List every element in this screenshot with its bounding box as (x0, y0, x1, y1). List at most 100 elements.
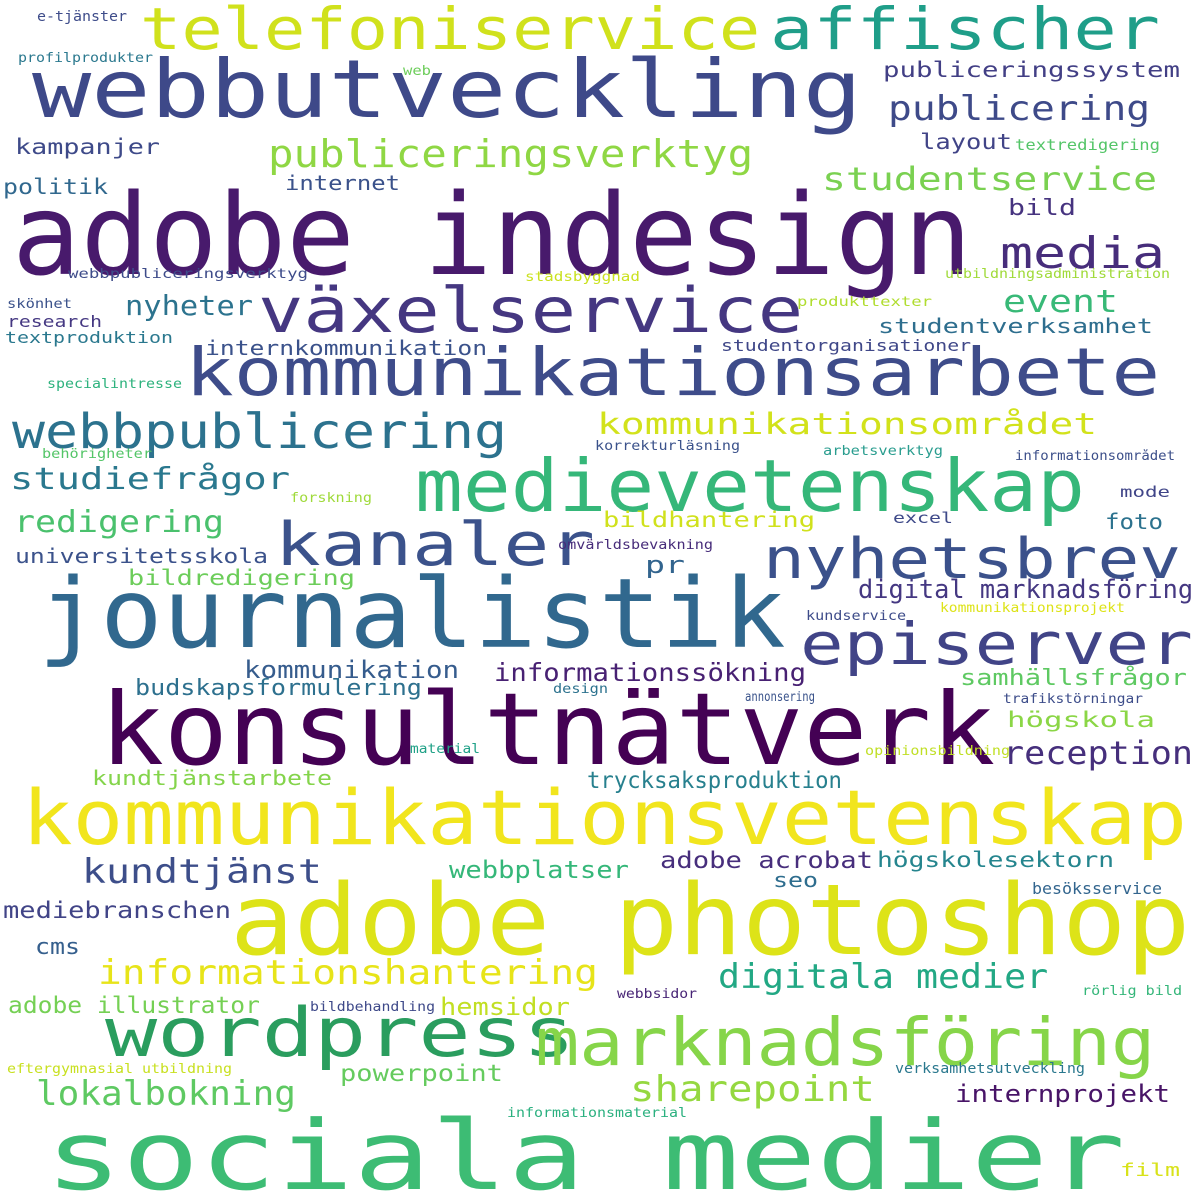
cloud-word-event: event (1003, 284, 1118, 320)
cloud-word-besoksservice: besöksservice (1032, 879, 1162, 898)
cloud-word-skonhet: skönhet (7, 297, 72, 312)
cloud-word-webbutveckling: webbutveckling (32, 43, 863, 136)
cloud-word-textproduktion: textproduktion (5, 328, 174, 347)
cloud-word-affischer: affischer (770, 0, 1161, 63)
cloud-word-internkommunikation: internkommunikation (205, 336, 488, 360)
cloud-word-specialintresse: specialintresse (47, 377, 183, 392)
cloud-word-informationsmaterial: informationsmaterial (507, 1106, 688, 1121)
cloud-word-adobe-acrobat: adobe acrobat (660, 848, 873, 874)
cloud-word-material: material (410, 742, 481, 757)
cloud-word-media: media (1000, 228, 1166, 279)
cloud-word-sociala-medier: sociala medier (45, 1100, 1126, 1200)
cloud-word-adobe-indesign: adobe indesign (12, 171, 973, 301)
cloud-word-informationsomradet: informationsområdet (1015, 449, 1176, 464)
cloud-word-kommunikationsvetenskap: kommunikationsvetenskap (22, 773, 1187, 862)
cloud-word-konsultnatverk: konsultnätverk (100, 671, 996, 788)
cloud-word-pr: pr (645, 551, 686, 579)
cloud-word-budskapsformulering: budskapsformulering (135, 676, 422, 701)
cloud-word-nyhetsbrev: nyhetsbrev (763, 527, 1182, 592)
cloud-word-episerver: episerver (800, 610, 1193, 678)
cloud-word-medievetenskap: medievetenskap (415, 444, 1085, 528)
cloud-word-mediebranschen: mediebranschen (3, 898, 231, 924)
cloud-word-film: film (1120, 1160, 1181, 1181)
cloud-word-bildbehandling: bildbehandling (310, 1000, 436, 1015)
cloud-word-forskning: forskning (290, 491, 373, 506)
cloud-word-textredigering: textredigering (1015, 136, 1161, 154)
cloud-word-kommunikationsprojekt: kommunikationsprojekt (940, 601, 1125, 616)
cloud-word-webbpubliceringsverktyg: webbpubliceringsverktyg (68, 267, 308, 282)
cloud-word-studentorganisationer: studentorganisationer (721, 336, 972, 355)
cloud-word-hogskolesektorn: högskolesektorn (877, 848, 1115, 872)
cloud-word-layout: layout (920, 130, 1013, 154)
cloud-word-utbildningsadministration: utbildningsadministration (945, 267, 1171, 282)
cloud-word-journalistik: journalistik (38, 558, 786, 670)
cloud-word-webbpublicering: webbpublicering (12, 404, 508, 460)
cloud-word-foto: foto (1105, 510, 1164, 534)
cloud-word-kanaler: kanaler (275, 510, 595, 580)
cloud-word-bildredigering: bildredigering (128, 566, 355, 590)
cloud-word-internprojekt: internprojekt (955, 1080, 1171, 1108)
cloud-word-behorigheter: behörigheter (42, 447, 152, 462)
cloud-word-hemsidor: hemsidor (440, 993, 571, 1021)
cloud-word-kommunikation: kommunikation (244, 656, 460, 684)
cloud-word-studentservice: studentservice (822, 160, 1157, 198)
cloud-word-web: web (403, 64, 431, 79)
cloud-word-kundtjanst: kundtjänst (82, 852, 322, 892)
cloud-word-rorlig-bild: rörlig bild (1082, 984, 1183, 999)
cloud-word-trafikstorningar: trafikstörningar (1003, 692, 1144, 707)
cloud-word-kommunikationsomradet: kommunikationsområdet (597, 407, 1098, 441)
cloud-word-omvarldsbevakning: omvärldsbevakning (558, 538, 714, 553)
cloud-word-redigering: redigering (14, 505, 225, 540)
cloud-word-politik: politik (3, 175, 108, 199)
cloud-word-bildhantering: bildhantering (603, 508, 816, 532)
cloud-word-webbplatser: webbplatser (449, 856, 629, 884)
cloud-word-korrekturlasning: korrekturläsning (595, 439, 741, 454)
cloud-word-e-tjanster: e-tjänster (37, 9, 128, 25)
cloud-word-research: research (7, 312, 103, 331)
cloud-word-kundservice: kundservice (806, 609, 907, 624)
cloud-word-vaxelservice: växelservice (258, 274, 804, 347)
cloud-word-publicering: publicering (888, 89, 1151, 129)
cloud-word-studentverksamhet: studentverksamhet (878, 314, 1153, 338)
cloud-word-publiceringsverktyg: publiceringsverktyg (268, 132, 754, 176)
cloud-word-publiceringssystem: publiceringssystem (883, 58, 1180, 82)
cloud-word-adobe-photoshop: adobe photoshop (230, 864, 1191, 978)
cloud-word-digital-marknadsforing: digital marknadsföring (858, 575, 1194, 605)
cloud-word-internet: internet (285, 171, 401, 195)
cloud-word-powerpoint: powerpoint (340, 1061, 503, 1087)
cloud-word-samhallsfragor: samhällsfrågor (960, 666, 1187, 691)
cloud-word-studiefragor: studiefrågor (10, 462, 291, 497)
cloud-word-digitala-medier: digitala medier (718, 957, 1049, 997)
cloud-word-opinionsbildning: opinionsbildning (865, 744, 1011, 759)
cloud-word-sharepoint: sharepoint (630, 1069, 875, 1110)
cloud-word-annonsering: annonsering (745, 690, 815, 705)
cloud-word-informationshantering: informationshantering (98, 953, 598, 993)
cloud-word-excel: excel (893, 509, 954, 527)
cloud-word-nyheter: nyheter (125, 289, 254, 322)
cloud-word-adobe-illustrator: adobe illustrator (8, 993, 260, 1019)
cloud-word-seo: seo (773, 868, 819, 892)
cloud-word-profilprodukter: profilprodukter (18, 51, 154, 66)
cloud-word-wordpress: wordpress (105, 994, 576, 1073)
cloud-word-verksamhetsutveckling: verksamhetsutveckling (895, 1061, 1085, 1077)
cloud-word-universitetsskola: universitetsskola (15, 544, 269, 568)
cloud-word-kundtjanstarbete: kundtjänstarbete (92, 766, 333, 790)
cloud-word-reception: reception (1003, 734, 1194, 772)
cloud-word-webbsidor: webbsidor (617, 987, 698, 1002)
cloud-word-cms: cms (35, 935, 80, 960)
cloud-word-design: design (553, 682, 609, 697)
cloud-word-eftergymnasial-utbildning: eftergymnasial utbildning (7, 1062, 233, 1077)
cloud-word-kampanjer: kampanjer (15, 135, 160, 159)
cloud-word-informationssokning: informationssökning (494, 658, 807, 687)
cloud-word-mode: mode (1120, 483, 1170, 501)
cloud-word-produkttexter: produkttexter (797, 295, 933, 310)
cloud-word-bild: bild (1008, 196, 1076, 221)
cloud-word-lokalbokning: lokalbokning (36, 1074, 296, 1114)
cloud-word-stadsbyggnad: stadsbyggnad (525, 270, 640, 285)
cloud-word-marknadsforing: marknadsföring (535, 1004, 1156, 1081)
cloud-word-kommunikationsarbete: kommunikationsarbete (185, 334, 1161, 411)
cloud-word-arbetsverktyg: arbetsverktyg (823, 444, 943, 459)
cloud-word-hogskola: högskola (1007, 708, 1155, 732)
cloud-word-trycksaksproduktion: trycksaksproduktion (587, 768, 842, 794)
